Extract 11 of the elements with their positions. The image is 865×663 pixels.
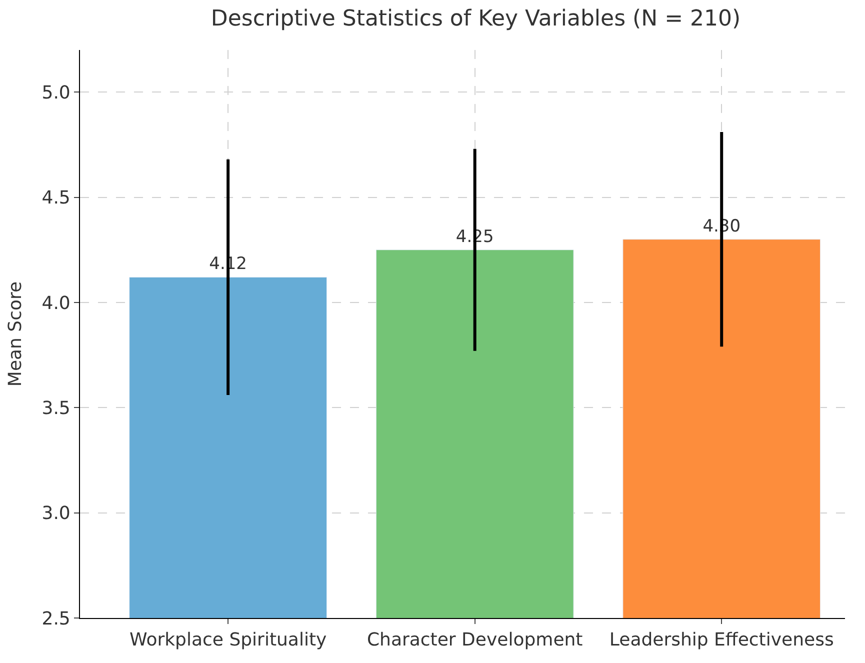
y-tick-label: 4.5	[42, 188, 70, 209]
x-tick-label: Workplace Spirituality	[129, 630, 327, 651]
y-tick-label: 5.0	[42, 82, 70, 104]
y-tick-label: 2.5	[42, 608, 70, 630]
y-tick-label: 3.5	[42, 398, 70, 419]
x-tick-label: Leadership Effectiveness	[609, 630, 834, 651]
chart-title: Descriptive Statistics of Key Variables (N = 210)	[210, 6, 741, 32]
y-tick-label: 3.0	[42, 503, 70, 524]
y-axis-title: Mean Score	[4, 281, 26, 387]
y-tick-label: 4.0	[42, 292, 70, 314]
x-tick-label: Character Development	[366, 630, 583, 651]
